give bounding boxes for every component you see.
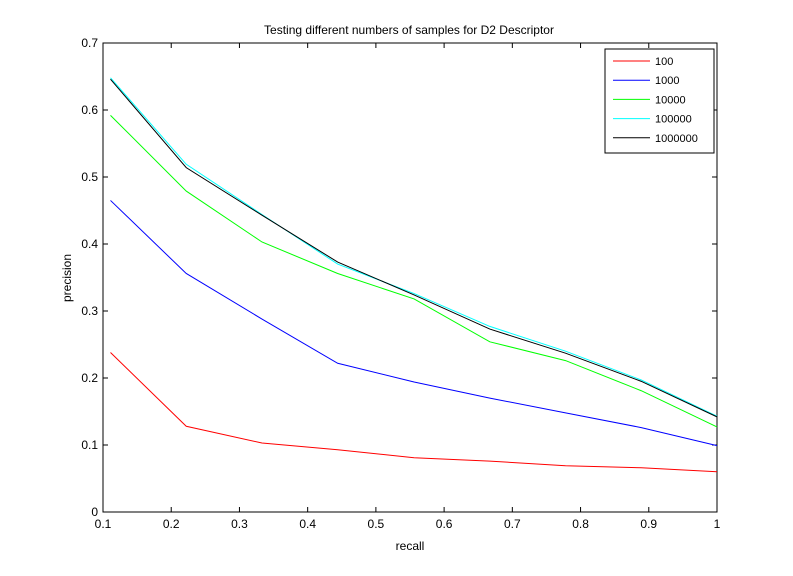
legend-box (604, 48, 715, 154)
y-tick-label: 0.1 (81, 438, 98, 452)
x-tick-label: 0.2 (163, 517, 180, 531)
series-line-100000 (110, 77, 718, 417)
y-axis-label: precision (60, 254, 74, 302)
x-tick-label: 0.7 (504, 517, 521, 531)
axis-ticks: 0.1 0.2 0.3 0.4 0.5 0.6 0.7 0.8 0.9 100.10.20.30.… (81, 36, 720, 531)
legend-label: 1000000 (655, 133, 698, 145)
x-tick-label: 1 (714, 517, 721, 531)
legend: 100 1000 10000 100000 1000000 (604, 48, 715, 154)
x-tick-label: 0.5 (368, 517, 385, 531)
series-line-100 (110, 352, 718, 473)
series-line-10000 (110, 115, 718, 428)
series-line-1000 (110, 200, 718, 447)
x-tick-label: 0.9 (640, 517, 657, 531)
legend-label: 10000 (655, 94, 686, 106)
y-tick-label: 0.5 (81, 170, 98, 184)
y-tick-label: 0.3 (81, 304, 98, 318)
y-tick-label: 0.2 (81, 371, 98, 385)
y-tick-label: 0.7 (81, 36, 98, 50)
x-tick-label: 0.1 (95, 517, 112, 531)
y-tick-label: 0.4 (81, 237, 98, 251)
y-tick-label: 0 (91, 505, 98, 519)
x-tick-label: 0.3 (231, 517, 248, 531)
x-axis-label: recall (396, 539, 425, 553)
y-tick-label: 0.6 (81, 103, 98, 117)
series-line-1000000 (110, 78, 718, 418)
x-tick-label: 0.8 (572, 517, 589, 531)
x-tick-label: 0.6 (436, 517, 453, 531)
legend-label: 1000 (655, 75, 679, 87)
chart-title: Testing different numbers of samples for… (264, 23, 554, 37)
series-lines (110, 77, 718, 473)
legend-label: 100000 (655, 114, 692, 126)
x-tick-label: 0.4 (299, 517, 316, 531)
legend-label: 100 (655, 56, 673, 68)
